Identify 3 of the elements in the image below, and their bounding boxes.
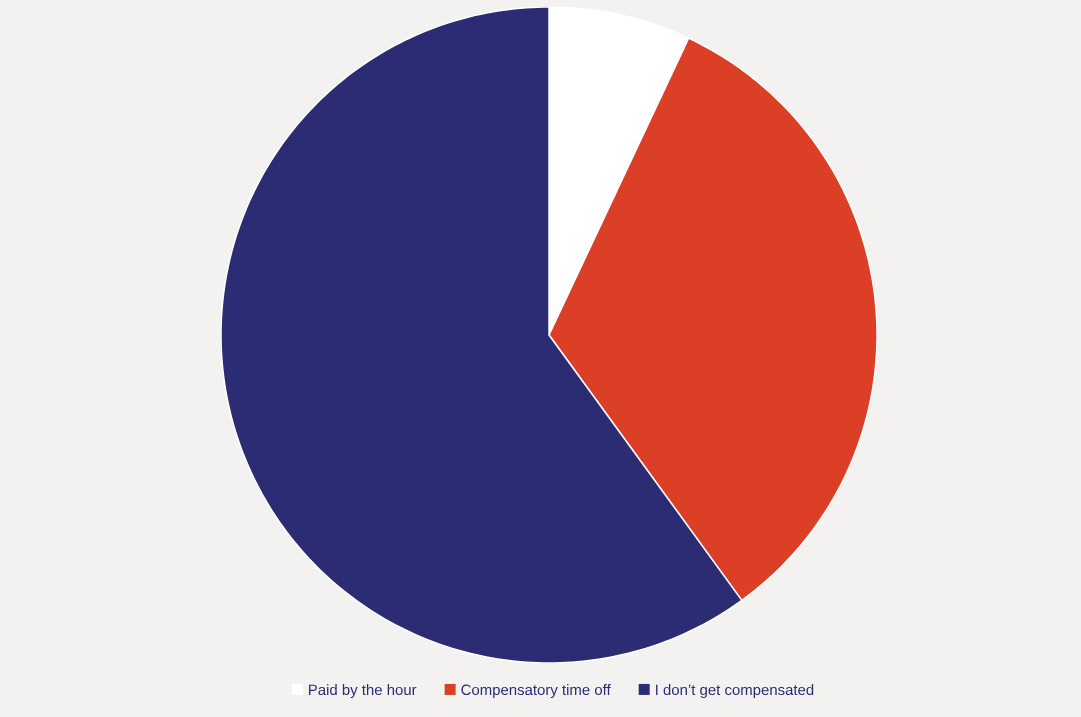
legend-label: I don’t get compensated xyxy=(656,684,814,699)
legend-label: Paid by the hour xyxy=(309,684,417,699)
legend-label: Compensatory time off xyxy=(461,684,611,699)
